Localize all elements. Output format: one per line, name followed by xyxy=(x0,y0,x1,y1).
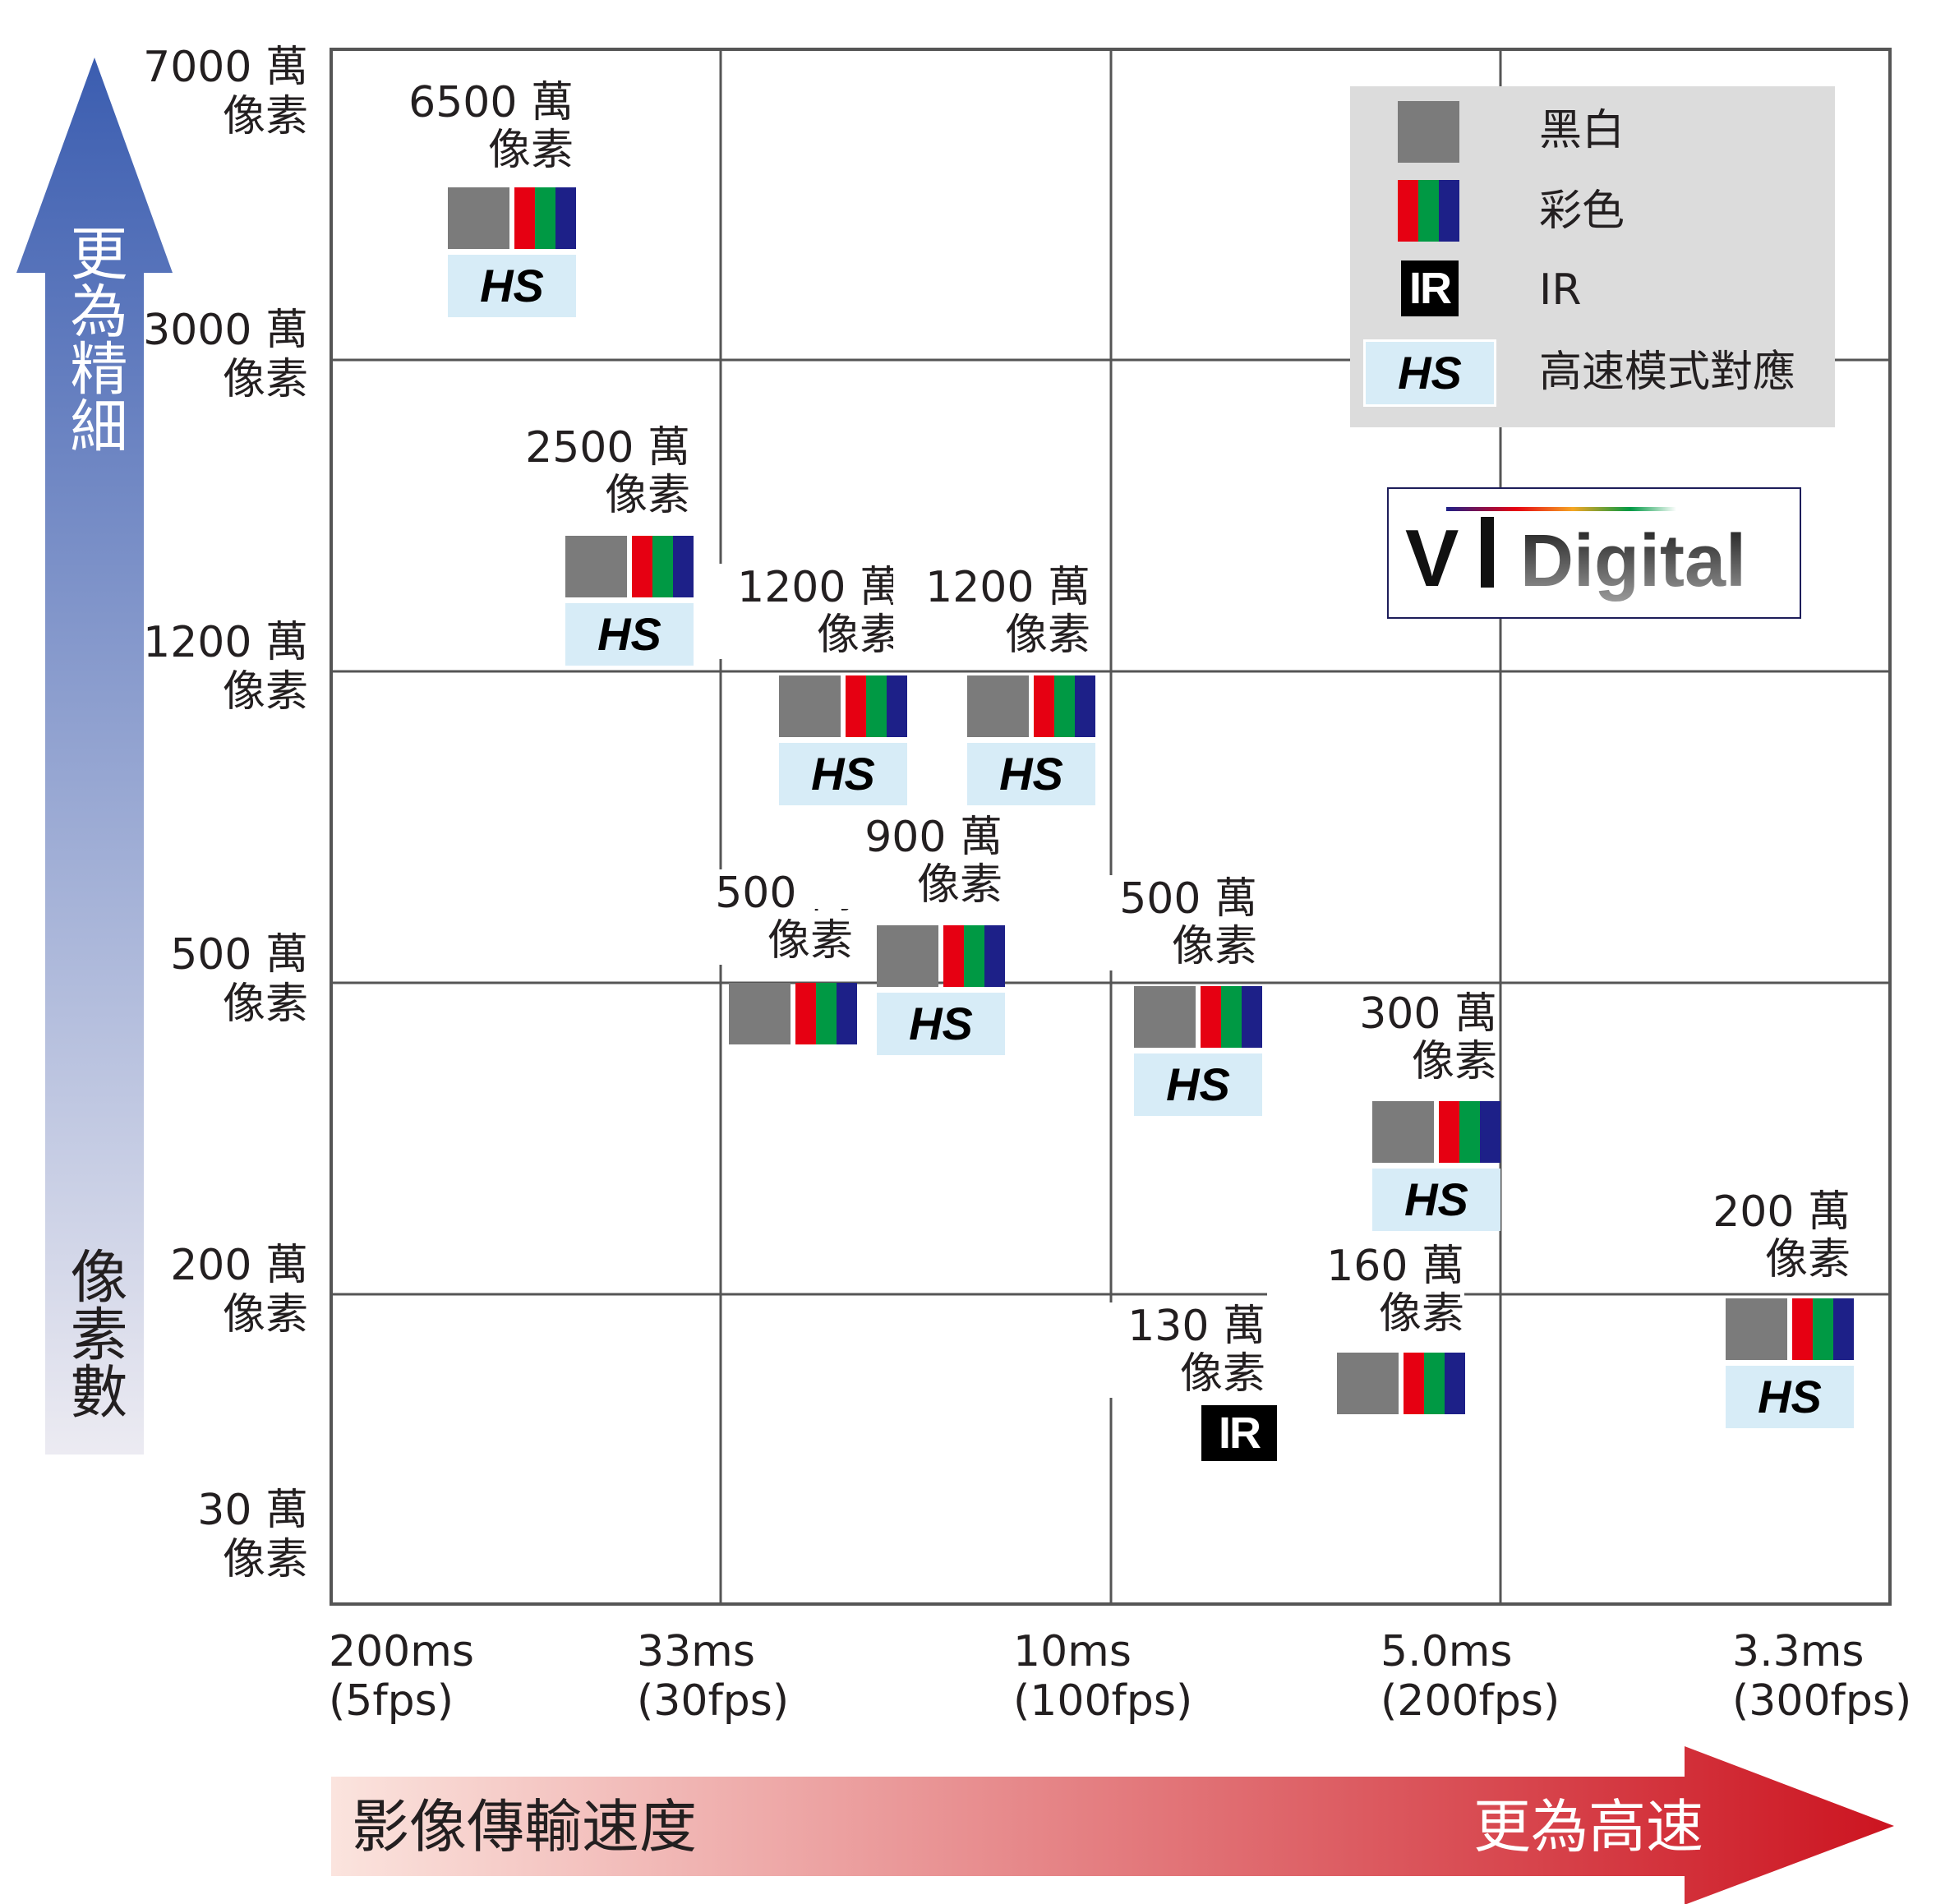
y-arrow-bottom-text: 像素數 xyxy=(61,1247,128,1419)
point-label: 160 萬像素 xyxy=(1267,1242,1464,1338)
point-label: 900 萬像素 xyxy=(805,814,1003,909)
ir-badge: IR xyxy=(1201,1405,1277,1461)
color-swatch xyxy=(1201,986,1262,1048)
mono-swatch xyxy=(779,675,841,737)
color-swatch xyxy=(1792,1298,1854,1360)
x-tick-label: 200ms (5fps) xyxy=(329,1627,474,1726)
color-swatch xyxy=(514,187,576,249)
color-swatch xyxy=(1034,675,1095,737)
color-swatch xyxy=(632,536,694,597)
legend-ir-icon: IR xyxy=(1401,260,1459,316)
mono-swatch xyxy=(1337,1353,1399,1414)
y-arrow-top-label: 更為精細 xyxy=(61,224,128,463)
mono-swatch xyxy=(565,536,627,597)
y-tick-label: 3000 萬像素 xyxy=(143,306,308,404)
horizontal-arrow xyxy=(331,1746,1894,1904)
y-tick-label: 7000 萬像素 xyxy=(143,43,308,141)
point-label: 200 萬像素 xyxy=(1653,1188,1851,1284)
color-swatch xyxy=(943,925,1005,987)
point-label: 1200 萬像素 xyxy=(893,564,1090,659)
point-label: 6500 萬像素 xyxy=(376,79,574,174)
legend: 黑白 彩色 IR IR HS 高速模式對應 xyxy=(1350,86,1835,427)
x-arrow-note: 更為高速 xyxy=(1473,1793,1703,1860)
mono-swatch xyxy=(1134,986,1196,1048)
legend-color-label: 彩色 xyxy=(1539,187,1625,236)
mono-swatch xyxy=(1372,1101,1434,1163)
color-swatch xyxy=(1404,1353,1465,1414)
mono-swatch xyxy=(729,983,791,1044)
legend-color-swatch xyxy=(1398,180,1459,242)
logo-graphic: V Digital xyxy=(1405,507,1746,603)
legend-hs-icon: HS xyxy=(1363,339,1496,407)
mono-swatch xyxy=(967,675,1029,737)
hs-badge: HS xyxy=(1134,1053,1262,1116)
mono-swatch xyxy=(448,187,509,249)
legend-mono-swatch xyxy=(1398,101,1459,163)
svg-text:V: V xyxy=(1405,513,1459,603)
point-label: 300 萬像素 xyxy=(1300,990,1497,1086)
hs-badge: HS xyxy=(967,743,1095,805)
x-axis-title: 影像傳輸速度 xyxy=(352,1793,697,1860)
point-label: 130 萬像素 xyxy=(1068,1302,1265,1398)
mono-swatch xyxy=(877,925,938,987)
hs-badge: HS xyxy=(1372,1169,1500,1231)
hs-badge: HS xyxy=(1726,1366,1854,1428)
point-label: 500 萬像素 xyxy=(656,869,853,965)
point-label: 2500 萬像素 xyxy=(493,424,690,519)
x-tick-label: 3.3ms (300fps) xyxy=(1732,1627,1912,1726)
y-arrow-bottom-label: 像素數 xyxy=(61,1247,128,1429)
legend-hs-label: 高速模式對應 xyxy=(1539,348,1796,397)
y-arrow-top-text: 更為精細 xyxy=(61,224,128,454)
vi-digital-logo: V Digital xyxy=(1387,487,1801,619)
color-swatch xyxy=(846,675,907,737)
svg-text:Digital: Digital xyxy=(1520,520,1746,602)
y-tick-label: 1200 萬像素 xyxy=(143,618,308,717)
y-tick-label: 30 萬像素 xyxy=(197,1486,308,1584)
x-tick-label: 33ms (30fps) xyxy=(637,1627,790,1726)
hs-badge: HS xyxy=(448,255,576,317)
point-label: 500 萬像素 xyxy=(1060,875,1257,970)
point-label: 1200 萬像素 xyxy=(705,564,902,659)
y-tick-label: 200 萬像素 xyxy=(170,1241,308,1339)
x-tick-label: 10ms (100fps) xyxy=(1013,1627,1193,1726)
legend-ir-label: IR xyxy=(1539,265,1582,315)
legend-mono-label: 黑白 xyxy=(1539,106,1625,155)
hs-badge: HS xyxy=(565,603,694,666)
mono-swatch xyxy=(1726,1298,1787,1360)
vertical-arrow xyxy=(16,58,173,1455)
hs-badge: HS xyxy=(779,743,907,805)
x-tick-label: 5.0ms (200fps) xyxy=(1381,1627,1560,1726)
y-tick-label: 500 萬像素 xyxy=(170,930,308,1029)
color-swatch xyxy=(1439,1101,1500,1163)
color-swatch xyxy=(795,983,857,1044)
hs-badge: HS xyxy=(877,993,1005,1055)
